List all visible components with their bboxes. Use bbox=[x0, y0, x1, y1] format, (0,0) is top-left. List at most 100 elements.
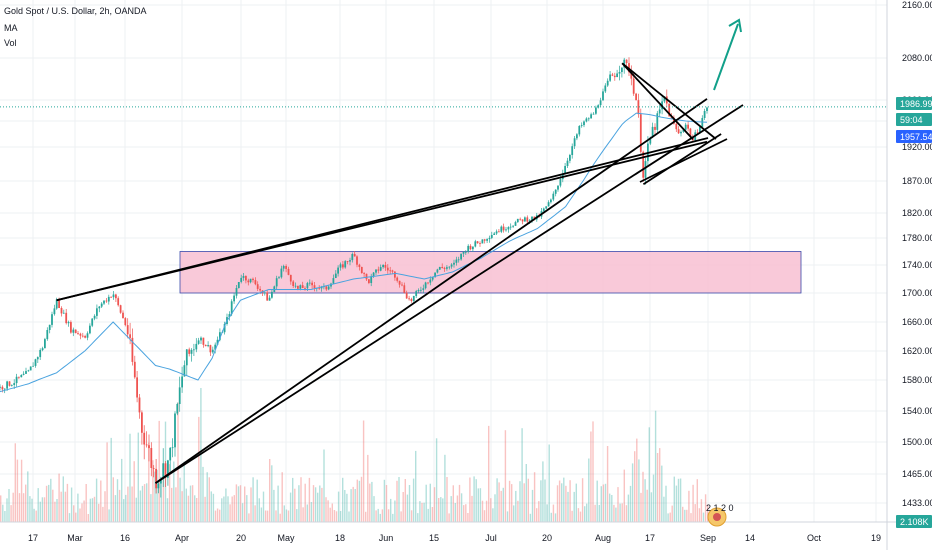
candle-body bbox=[493, 233, 496, 235]
volume-bar bbox=[339, 511, 342, 522]
candle-body bbox=[632, 78, 635, 94]
candle-body bbox=[372, 272, 375, 277]
candle-body bbox=[699, 126, 701, 133]
time-tick-label: 18 bbox=[335, 533, 345, 543]
volume-bar bbox=[498, 482, 500, 522]
candle-body bbox=[124, 318, 127, 326]
volume-bar bbox=[85, 484, 87, 522]
candle-body bbox=[516, 218, 519, 223]
time-axis[interactable]: 17 Mar 16 Apr 20 May 18 Jun 15 Jul 20 Aug 17 Sep 14 Oct… bbox=[0, 521, 932, 543]
volume-bar bbox=[54, 501, 56, 522]
volume-bar bbox=[279, 513, 281, 522]
volume-bar bbox=[162, 463, 165, 522]
candle-body bbox=[427, 282, 429, 284]
candle-body bbox=[289, 274, 292, 282]
candle-body bbox=[112, 294, 115, 298]
volume-bar bbox=[573, 491, 575, 522]
ma-indicator-label[interactable]: MA bbox=[4, 23, 18, 33]
volume-bar bbox=[133, 461, 135, 522]
volume-bar bbox=[337, 491, 340, 522]
candle-body bbox=[280, 268, 283, 278]
volume-bar bbox=[108, 509, 110, 522]
volume-bar bbox=[123, 499, 125, 522]
volume-bar bbox=[146, 483, 148, 522]
volume-bar bbox=[219, 509, 221, 522]
candle-body bbox=[604, 85, 607, 92]
candle-body bbox=[282, 266, 285, 269]
candle-body bbox=[275, 278, 278, 287]
volume-bar bbox=[611, 495, 613, 522]
volume-bar bbox=[661, 465, 663, 522]
volume-bar bbox=[615, 507, 617, 522]
candle-body bbox=[247, 280, 250, 283]
volume-bar bbox=[427, 508, 429, 522]
volume-bar bbox=[260, 507, 263, 522]
candle-body bbox=[481, 239, 484, 244]
volume-bar bbox=[604, 483, 607, 522]
volume-bar bbox=[239, 485, 242, 522]
volume-bar bbox=[613, 504, 615, 522]
trendlines[interactable] bbox=[56, 62, 744, 484]
volume-bar bbox=[352, 486, 354, 522]
candle-body bbox=[396, 277, 399, 281]
volume-bar bbox=[95, 478, 98, 522]
candle-body bbox=[528, 220, 531, 222]
volume-bar bbox=[387, 509, 390, 522]
candle-body bbox=[185, 349, 188, 366]
candle-body bbox=[297, 285, 299, 289]
volume-bar bbox=[519, 481, 521, 522]
volume-bar bbox=[335, 511, 338, 522]
candle-body bbox=[642, 151, 645, 178]
volume-bar bbox=[158, 420, 160, 522]
candle-body bbox=[349, 260, 351, 262]
time-tick-label: 20 bbox=[542, 533, 552, 543]
volume-bar bbox=[531, 489, 534, 522]
candle-body bbox=[214, 344, 217, 350]
volume-bar bbox=[250, 487, 252, 522]
time-tick-label: 17 bbox=[645, 533, 655, 543]
volume-bar bbox=[141, 485, 144, 522]
volume-bar bbox=[690, 513, 692, 522]
candle-body bbox=[590, 114, 592, 119]
candle-body bbox=[550, 199, 552, 203]
candle-body bbox=[181, 376, 183, 388]
candle-body bbox=[443, 267, 446, 269]
vol-indicator-label[interactable]: Vol bbox=[4, 38, 17, 48]
volume-bar bbox=[27, 471, 29, 522]
candle-body bbox=[521, 219, 524, 222]
candle-body bbox=[219, 332, 221, 340]
candle-body bbox=[382, 265, 384, 268]
candle-body bbox=[211, 349, 214, 353]
volume-bar bbox=[331, 503, 333, 522]
candle-body bbox=[453, 262, 455, 265]
candle-body bbox=[86, 333, 89, 338]
candle-body bbox=[375, 269, 377, 273]
candle-body bbox=[618, 72, 621, 74]
price-tick-label: 1870.000 bbox=[902, 176, 932, 186]
candle-body bbox=[32, 365, 34, 367]
volume-bar bbox=[56, 499, 58, 522]
candle-body bbox=[415, 291, 418, 296]
candle-body bbox=[578, 126, 581, 135]
volume-bar bbox=[93, 496, 96, 522]
volume-bar bbox=[631, 463, 634, 522]
price-axis[interactable]: 2160.0002080.0002000.0001960.0001920.000… bbox=[886, 0, 932, 550]
candle-body bbox=[429, 279, 432, 283]
volume-bar bbox=[229, 504, 231, 522]
trendline bbox=[154, 98, 708, 484]
volume-bar bbox=[517, 500, 519, 522]
volume-bar bbox=[640, 492, 642, 522]
trendline-extension bbox=[155, 104, 744, 484]
candle-body bbox=[271, 291, 273, 298]
candle-body bbox=[398, 280, 401, 285]
volume-bar bbox=[89, 498, 92, 522]
projection-arrow[interactable] bbox=[713, 18, 742, 91]
time-tick-label: 16 bbox=[120, 533, 130, 543]
volume-bar bbox=[561, 483, 563, 522]
candle-body bbox=[81, 335, 84, 337]
candle-body bbox=[74, 329, 77, 334]
candle-body bbox=[77, 333, 79, 334]
volume-bar bbox=[367, 454, 369, 522]
volume-bar bbox=[477, 488, 479, 522]
